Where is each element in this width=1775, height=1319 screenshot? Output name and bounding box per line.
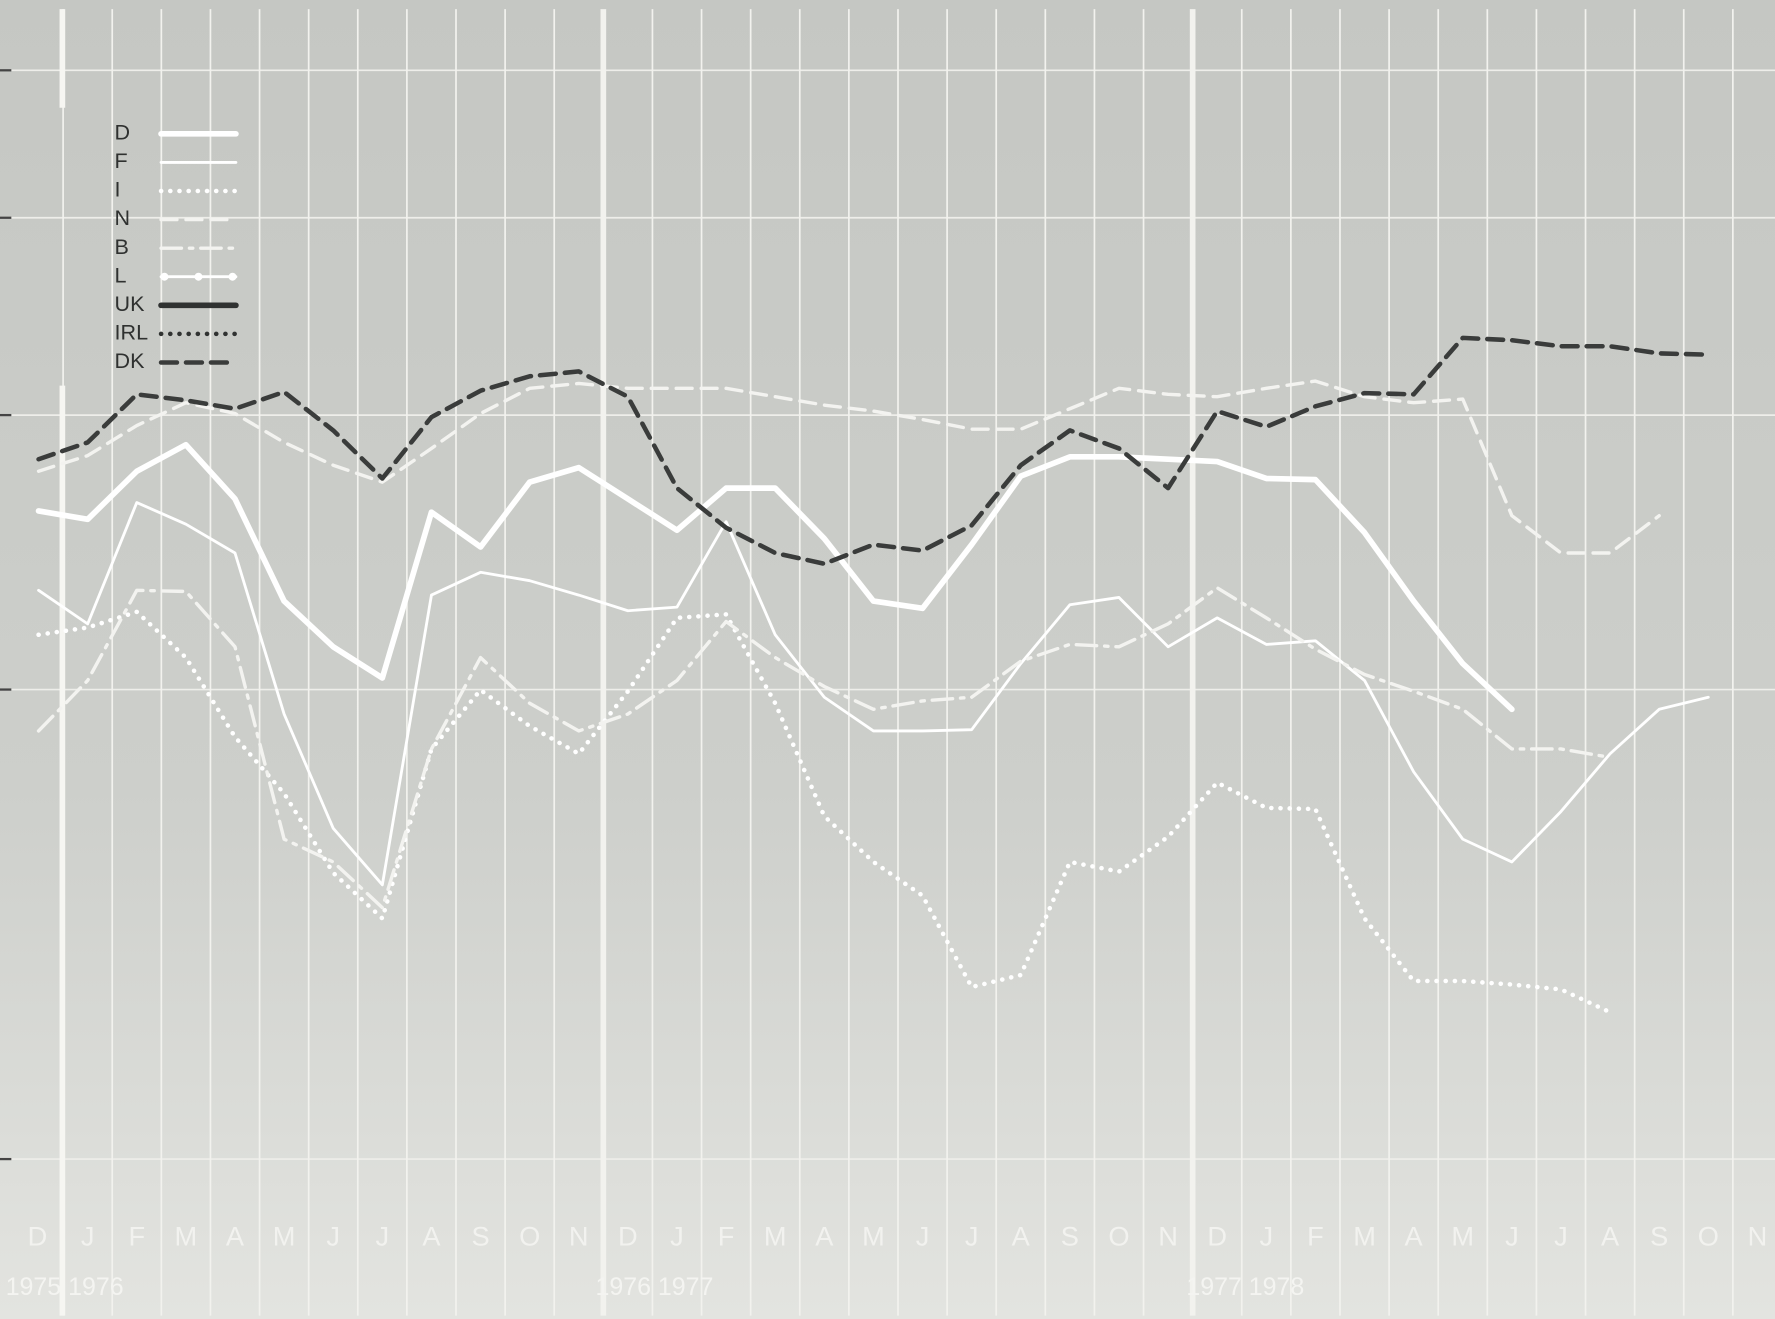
series-line	[36, 335, 1711, 567]
legend-label: F	[115, 149, 128, 173]
legend-label: L	[115, 263, 127, 287]
x-tick-label: O	[519, 1221, 540, 1252]
x-tick-label: J	[376, 1221, 390, 1252]
x-tick-label: M	[1451, 1221, 1474, 1252]
x-tick-label: F	[1307, 1221, 1324, 1252]
x-tick-label: M	[862, 1221, 885, 1252]
year-label: 1977 1978	[1186, 1273, 1304, 1301]
series-line	[36, 586, 1612, 910]
legend-label: I	[115, 178, 121, 202]
x-tick-label: S	[1650, 1221, 1668, 1252]
plot-lines	[35, 335, 1711, 1015]
legend-label: DK	[115, 349, 146, 373]
x-tick-label: A	[1601, 1221, 1620, 1252]
series-line	[36, 379, 1661, 555]
x-tick-label: J	[670, 1221, 684, 1252]
x-tick-label: A	[1405, 1221, 1424, 1252]
legend-label: D	[115, 121, 131, 145]
legend-label: UK	[115, 292, 146, 316]
x-tick-label: M	[764, 1221, 787, 1252]
x-tick-label: J	[916, 1221, 930, 1252]
legend-dot	[160, 272, 169, 281]
x-tick-label: N	[1748, 1221, 1768, 1252]
x-tick-label: F	[718, 1221, 735, 1252]
year-label: 1975 1976	[6, 1273, 124, 1301]
x-tick-label: N	[1158, 1221, 1178, 1252]
legend-dot	[228, 272, 237, 281]
legend-dot	[194, 272, 203, 281]
x-tick-label: A	[815, 1221, 834, 1252]
x-tick-label: A	[1012, 1221, 1031, 1252]
x-tick-label: J	[326, 1221, 340, 1252]
x-tick-label: M	[1353, 1221, 1376, 1252]
legend-label: IRL	[115, 321, 149, 345]
year-label: 1976 1977	[595, 1273, 713, 1301]
x-tick-label: M	[175, 1221, 198, 1252]
x-tick-label: S	[1061, 1221, 1079, 1252]
x-tick-label: M	[273, 1221, 296, 1252]
x-tick-label: J	[1505, 1221, 1519, 1252]
x-tick-label: N	[569, 1221, 589, 1252]
x-tick-label: F	[128, 1221, 145, 1252]
series-line	[37, 501, 1710, 887]
x-tick-label: J	[1260, 1221, 1274, 1252]
x-tick-label: J	[1554, 1221, 1568, 1252]
x-tick-label: D	[1207, 1221, 1227, 1252]
x-tick-label: D	[618, 1221, 638, 1252]
x-tick-label: O	[1108, 1221, 1129, 1252]
series-line	[36, 609, 1613, 1015]
x-tick-label: J	[965, 1221, 979, 1252]
x-tick-label: A	[226, 1221, 245, 1252]
x-tick-label: J	[81, 1221, 95, 1252]
x-tick-label: D	[28, 1221, 48, 1252]
legend-label: N	[115, 206, 131, 230]
legend-label: B	[115, 235, 129, 259]
grid	[0, 9, 1775, 1316]
x-tick-label: A	[422, 1221, 441, 1252]
axis-labels: D J F M A M J J A S O N D J F M A M J J A S O N D J F M A M J J A S O N1975…	[6, 1221, 1768, 1301]
x-tick-label: S	[471, 1221, 489, 1252]
x-tick-label: O	[1698, 1221, 1719, 1252]
series-line	[35, 441, 1515, 713]
